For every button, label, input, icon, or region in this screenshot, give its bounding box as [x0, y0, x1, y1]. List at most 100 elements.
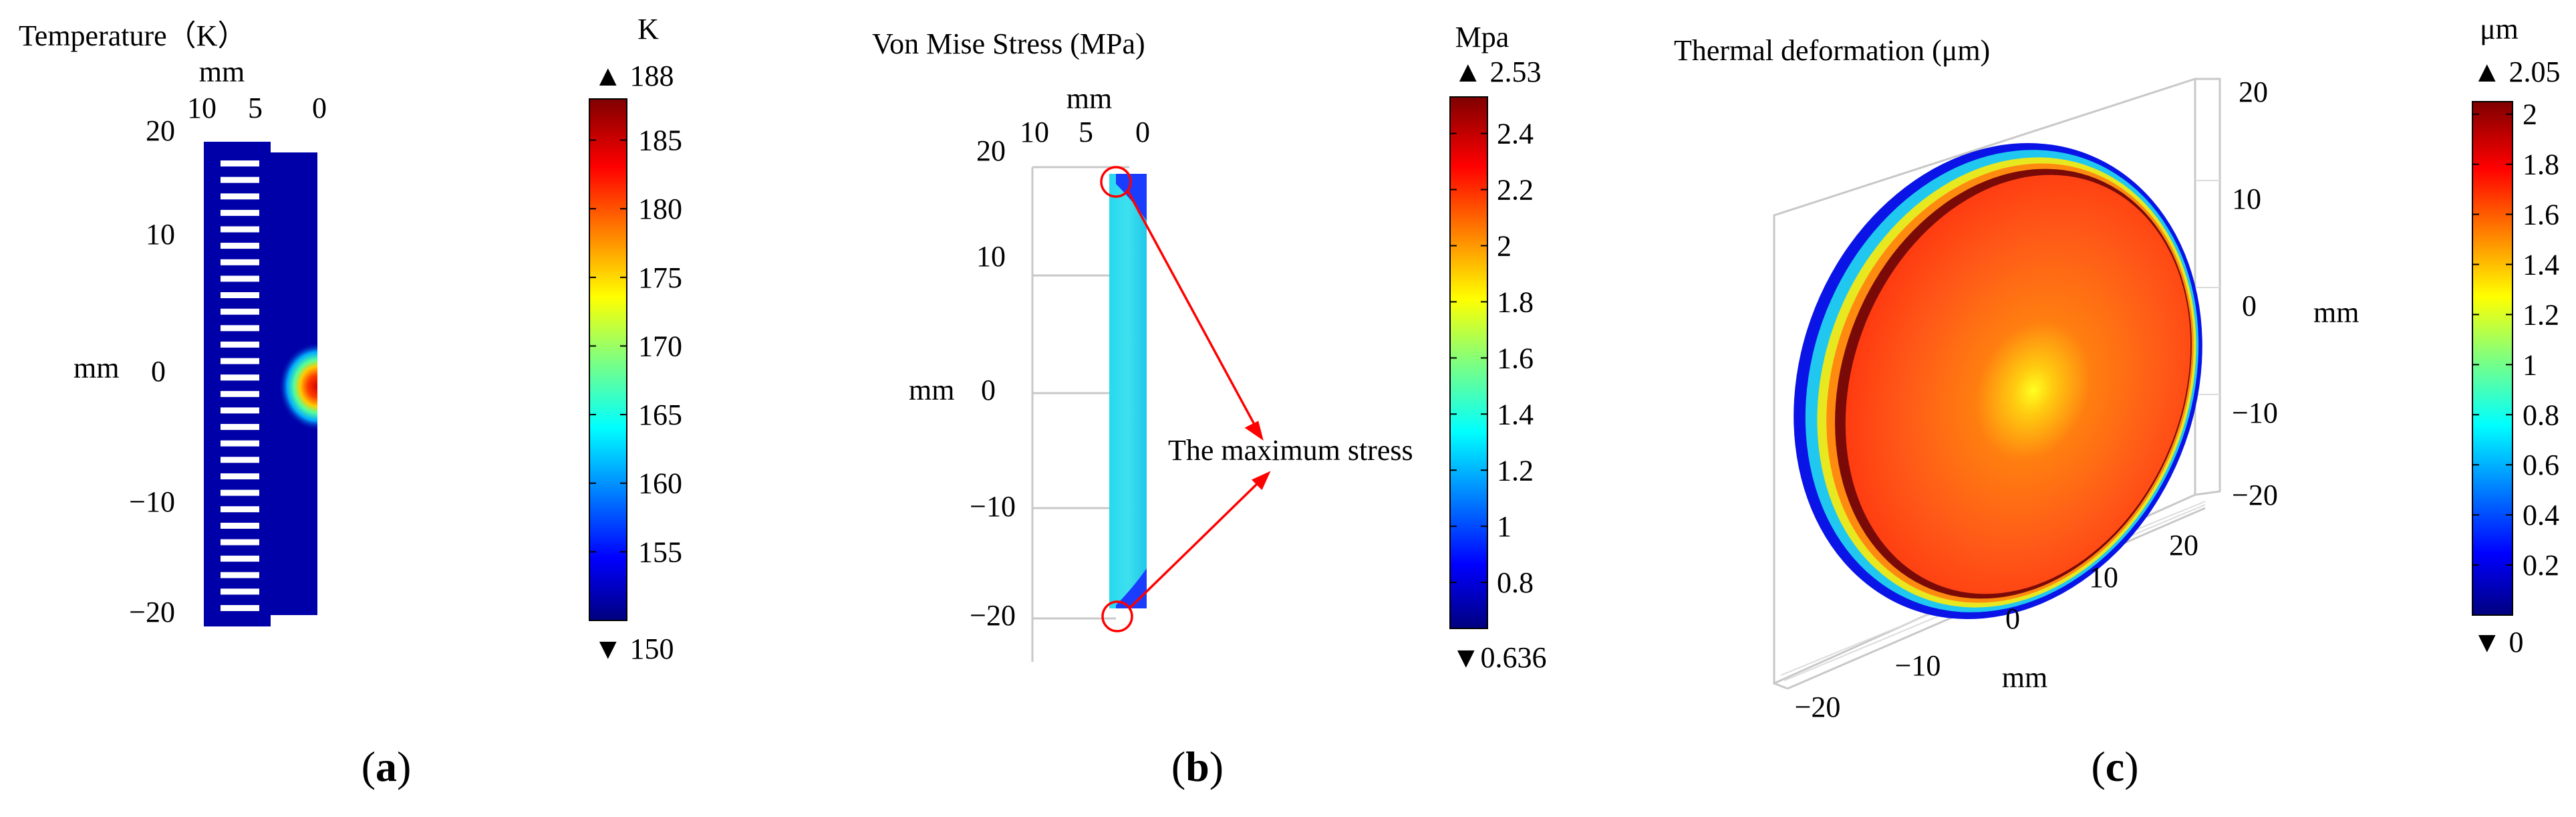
panel-a-slot — [221, 588, 259, 595]
panel-a-cb-unit: K — [637, 13, 659, 45]
panel-a-slot — [221, 243, 259, 249]
panel-c-ytick: 10 — [2232, 183, 2261, 215]
colorbar-tick-label: 0.8 — [1497, 566, 1534, 599]
panel-a-ytick: 20 — [146, 114, 175, 147]
panel-c-xtick: 0 — [2005, 602, 2020, 635]
colorbar-tick-label: 170 — [638, 330, 682, 362]
colorbar-tick-label: 180 — [638, 193, 682, 225]
panel-a-slot — [221, 605, 259, 611]
panel-c-ytick: −20 — [2232, 479, 2278, 511]
panel-a-xtick: 10 — [187, 92, 217, 124]
panel-a-slot — [221, 407, 259, 414]
panel-a-xtick: 5 — [248, 92, 263, 124]
panel-a-ytick: −10 — [129, 485, 175, 518]
panel-c-title: Thermal deformation (μm) — [1674, 34, 1990, 67]
panel-a-slot — [221, 259, 259, 265]
colorbar-tick-label: 185 — [638, 124, 682, 157]
panel-b-ytick: −10 — [970, 490, 1016, 523]
panel-a-ytick: −20 — [129, 596, 175, 628]
panel-a-slot — [221, 177, 259, 183]
panel-a-slot — [221, 308, 259, 315]
panel-a-slot — [221, 209, 259, 216]
panel-b-ytick: 10 — [976, 240, 1006, 273]
colorbar-tick-label: 0.8 — [2523, 398, 2559, 431]
panel-b-ytick: 0 — [981, 374, 996, 406]
panel-c-cb-ticks: 2 1.8 1.6 1.4 1.2 1 0.8 0.6 0.4 0.2 — [2472, 98, 2559, 582]
panel-b-arrows — [1127, 191, 1271, 610]
panel-a-slots — [221, 160, 259, 611]
panel-a-slot — [221, 457, 259, 463]
colorbar-tick-label: 1.6 — [2523, 199, 2559, 231]
colorbar-tick-label: 175 — [638, 261, 682, 294]
colorbar-tick-label: 1.4 — [1497, 398, 1534, 431]
panel-c-xlabel: mm — [2002, 661, 2047, 694]
colorbar-tick-label: 0.2 — [2523, 549, 2559, 582]
panel-c-disc-face — [1845, 174, 2191, 594]
panel-a-slot — [221, 292, 259, 298]
colorbar-tick-label: 160 — [638, 467, 682, 500]
panel-a-slot — [221, 374, 259, 381]
panel-c-ylabel: mm — [2313, 296, 2359, 329]
panel-a-slot — [221, 556, 259, 562]
panel-a-slot — [221, 390, 259, 397]
panel-a-slot — [221, 489, 259, 496]
panel-a-slot — [221, 275, 259, 282]
panel-c-cb-max: ▲ 2.05 — [2472, 55, 2561, 88]
panel-a-ylabel: mm — [74, 352, 119, 384]
panel-c-xtick: 20 — [2169, 529, 2198, 562]
colorbar-tick-label: 0.4 — [2523, 499, 2559, 532]
panel-a-cb-min: ▼ 150 — [593, 632, 674, 665]
panel-c-xtick: 10 — [2089, 561, 2118, 594]
panel-a-slot — [221, 572, 259, 578]
panel-c-xtick: −20 — [1795, 691, 1841, 723]
panel-b-cb-min: ▼0.636 — [1451, 641, 1547, 674]
panel-a-cb-max: ▲ 188 — [593, 60, 674, 92]
colorbar-tick-label: 1.8 — [2523, 148, 2559, 181]
panel-a-ytick: 0 — [151, 355, 166, 388]
panel-b: Von Mise Stress (MPa) mm 10 5 0 20 10 0 … — [872, 21, 1547, 790]
panel-a-slot — [221, 424, 259, 431]
panel-a-slot — [221, 193, 259, 200]
panel-a: Temperature（K） mm 10 5 0 20 10 0 −10 −20… — [19, 13, 682, 790]
panel-b-ytick: −20 — [970, 599, 1016, 632]
panel-c-ytick: −10 — [2232, 396, 2278, 429]
panel-a-slot — [221, 226, 259, 233]
panel-b-cb-unit: Mpa — [1455, 21, 1510, 53]
panel-a-slot — [221, 473, 259, 479]
colorbar-tick-label: 1.2 — [2523, 298, 2559, 331]
panel-b-title: Von Mise Stress (MPa) — [872, 27, 1145, 60]
panel-c-colorbar — [2472, 101, 2513, 616]
panel-a-caption: (a) — [362, 743, 412, 790]
colorbar-tick-label: 1.8 — [1497, 285, 1534, 318]
panel-b-xtick: 0 — [1135, 116, 1150, 148]
panel-c-cb-unit: μm — [2480, 13, 2519, 45]
panel-b-colorbar — [1449, 96, 1488, 629]
panel-c-caption: (c) — [2091, 743, 2138, 790]
panel-a-slot — [221, 341, 259, 348]
panel-b-ytick: 20 — [976, 134, 1006, 167]
colorbar-tick-label: 1 — [2523, 348, 2537, 381]
panel-c-ytick: 0 — [2242, 289, 2257, 322]
panel-a-xtick: 0 — [312, 92, 327, 124]
colorbar-tick-label: 1.6 — [1497, 342, 1534, 374]
colorbar-tick-label: 1.2 — [1497, 454, 1534, 487]
panel-b-annotation: The maximum stress — [1168, 434, 1413, 467]
colorbar-tick-label: 1 — [1497, 510, 1512, 543]
panel-a-slot — [221, 522, 259, 529]
colorbar-tick-label: 1.4 — [2523, 249, 2559, 281]
panel-c-ytick: 20 — [2239, 76, 2268, 108]
panel-b-max-circle-bottom — [1101, 600, 1133, 632]
panel-a-slot — [221, 440, 259, 447]
panel-a-title: Temperature（K） — [19, 19, 247, 52]
panel-a-slot — [221, 325, 259, 332]
panel-c: Thermal deformation (μm) 20 10 0 −10 −20… — [1674, 13, 2561, 790]
panel-a-mask — [317, 134, 371, 642]
colorbar-tick-label: 0.6 — [2523, 449, 2559, 481]
panel-b-xtick: 5 — [1079, 116, 1093, 148]
panel-a-slot — [221, 358, 259, 364]
panel-b-ylabel: mm — [909, 374, 954, 406]
panel-c-xtick: −10 — [1895, 649, 1941, 682]
panel-a-plate — [204, 142, 271, 626]
panel-b-caption: (b) — [1171, 743, 1224, 790]
